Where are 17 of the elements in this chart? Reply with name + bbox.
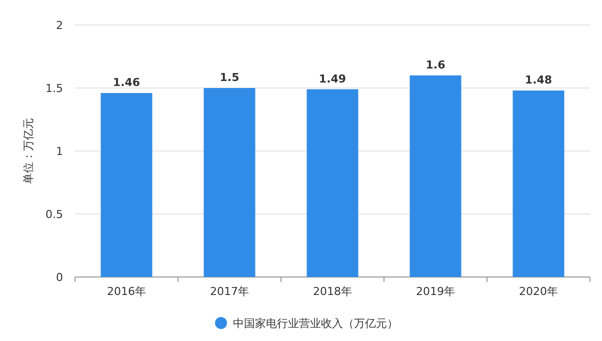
data-label: 1.46: [112, 76, 140, 90]
data-label: 1.5: [220, 71, 240, 84]
data-label: 1.49: [318, 72, 346, 86]
data-label: 1.6: [426, 58, 446, 72]
data-label: 1.48: [524, 74, 552, 87]
y-tick-label: 1: [56, 145, 63, 158]
y-tick-label: 2: [56, 19, 63, 32]
legend-label: 中国家电行业营业收入（万亿元）: [233, 317, 398, 330]
y-tick-label: 0: [56, 271, 63, 284]
x-tick-label: 2018年: [313, 285, 352, 298]
y-tick-label: 1.5: [46, 82, 63, 95]
y-tick-label: 0.5: [46, 208, 63, 221]
x-tick-label: 2016年: [107, 285, 146, 298]
x-tick-label: 2020年: [519, 285, 558, 298]
x-tick-label: 2019年: [416, 285, 455, 298]
y-axis-title: 单位：万亿元: [22, 118, 35, 184]
x-tick-label: 2017年: [210, 285, 249, 298]
